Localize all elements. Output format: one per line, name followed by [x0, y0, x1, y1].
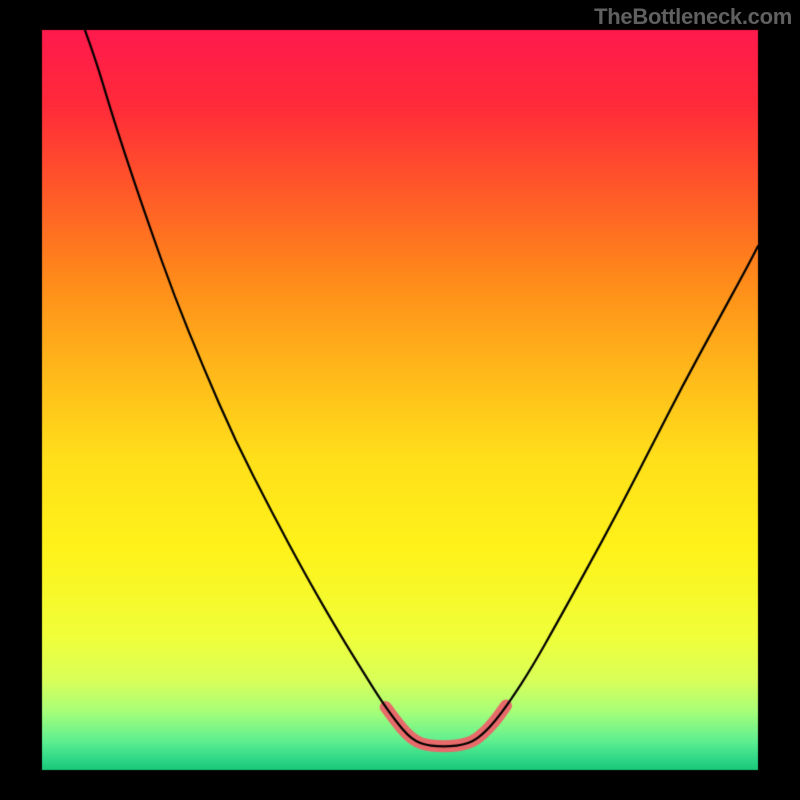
chart-container: TheBottleneck.com: [0, 0, 800, 800]
watermark-text: TheBottleneck.com: [594, 4, 792, 30]
bottleneck-curve-chart: [0, 0, 800, 800]
